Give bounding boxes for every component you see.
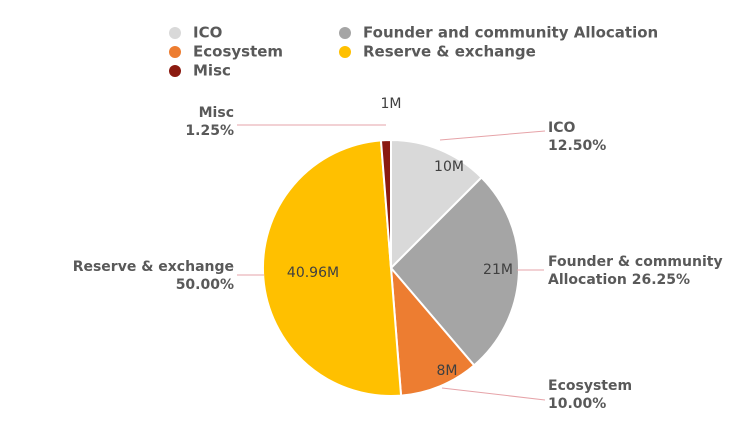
legend-label: ICO xyxy=(193,24,222,42)
legend-marker xyxy=(169,65,181,77)
pie-slice xyxy=(389,265,476,397)
legend-label: Founder and community Allocation xyxy=(363,24,658,42)
legend-marker xyxy=(169,27,181,39)
legend-marker xyxy=(339,27,351,39)
amount-label: 40.96M xyxy=(287,265,339,281)
pie-slice xyxy=(390,138,483,271)
amount-label: 10M xyxy=(434,159,464,175)
callout-name: ICO xyxy=(548,120,575,136)
amount-label: 1M xyxy=(381,96,402,112)
legend-label: Reserve & exchange xyxy=(363,43,536,61)
callout-value: 50.00% xyxy=(176,277,234,293)
callout-value: 10.00% xyxy=(548,396,606,412)
pie-slice xyxy=(389,176,520,367)
legend-label: Ecosystem xyxy=(193,43,283,61)
amount-label: 21M xyxy=(483,262,513,278)
leader-line xyxy=(439,130,546,141)
pie-slice xyxy=(379,138,392,269)
callout-value: Allocation 26.25% xyxy=(548,272,690,288)
callout-name: Founder & community xyxy=(548,254,723,270)
leader-line xyxy=(441,387,546,401)
amount-label: 8M xyxy=(437,363,458,379)
callout-name: Reserve & exchange xyxy=(73,259,234,275)
legend-label: Misc xyxy=(193,62,231,80)
callout-value: 1.25% xyxy=(185,123,234,139)
callout-name: Misc xyxy=(199,105,234,121)
callout-value: 12.50% xyxy=(548,138,606,154)
legend-marker xyxy=(339,46,351,58)
callout-name: Ecosystem xyxy=(548,378,632,394)
pie-slice xyxy=(261,139,403,398)
legend-marker xyxy=(169,46,181,58)
